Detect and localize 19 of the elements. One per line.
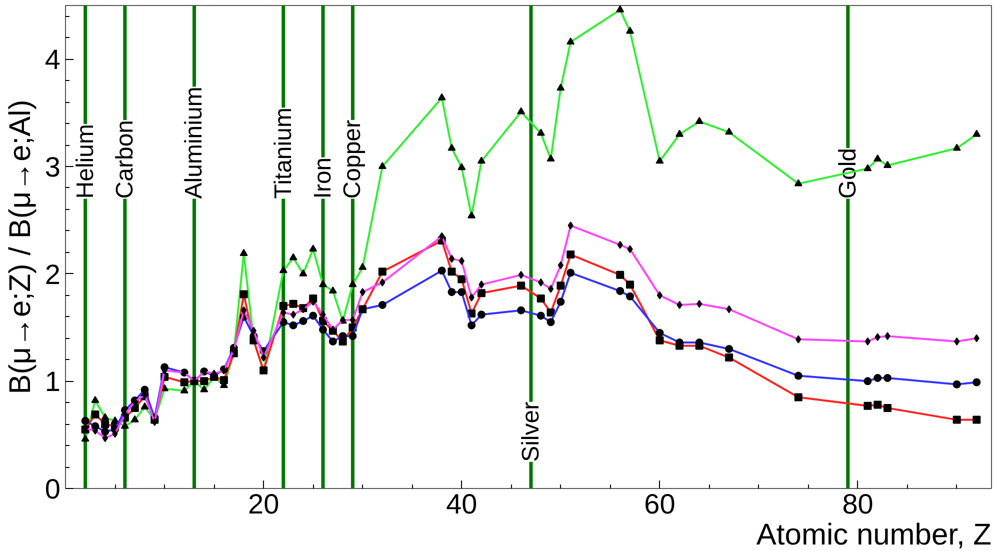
x-tick-label: 60 [644,488,676,520]
ref-line-label: Copper [339,120,366,199]
x-axis-title: Atomic number, Z [756,518,992,551]
ref-line-label: Iron [309,157,336,199]
ref-line-label: Helium [72,124,99,199]
x-tick-label: 40 [446,488,478,520]
y-tick-label: 2 [44,258,61,290]
ref-line-label: Carbon [111,120,138,199]
ref-line-label: Aluminium [180,86,208,199]
ref-line-label: Gold [834,148,862,199]
x-tick-label: 20 [248,488,280,520]
y-axis-title: B(μ→e;Z) / B(μ→e;Al) [4,100,37,394]
y-tick-label: 0 [44,474,61,504]
y-tick-label: 4 [44,44,61,76]
ref-line-label: Silver [517,402,544,462]
x-tick-label: 80 [842,488,874,520]
ref-line-label: Titanium [270,108,297,199]
y-tick-label: 3 [44,152,61,182]
y-tick-label: 1 [44,366,61,398]
